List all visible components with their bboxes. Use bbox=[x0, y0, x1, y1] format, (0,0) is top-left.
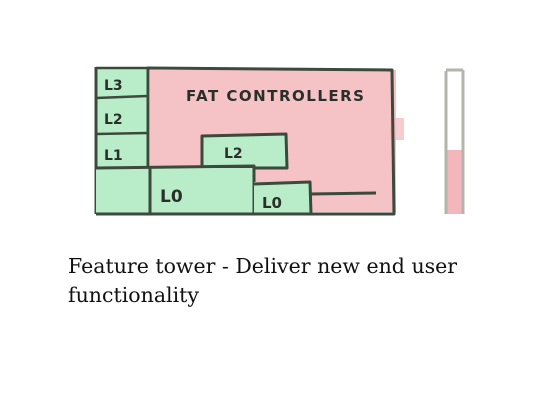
l0-main-label: L0 bbox=[160, 187, 183, 207]
feature-tower-diagram: FAT CONTROLLERS L3 L2 L1 L2 L0 L0 bbox=[94, 66, 465, 216]
l2-mid-label: L2 bbox=[224, 146, 243, 162]
fat-controllers-label: FAT CONTROLLERS bbox=[186, 87, 366, 105]
l3-label: L3 bbox=[104, 78, 123, 94]
level-gauge bbox=[444, 68, 465, 214]
l0-small-block bbox=[253, 180, 313, 216]
l2-mid-block bbox=[200, 132, 289, 170]
l0-small-label: L0 bbox=[262, 194, 282, 212]
diagram-caption: Feature tower - Deliver new end user fun… bbox=[68, 254, 458, 307]
baseline-stroke bbox=[310, 191, 377, 196]
l1-label: L1 bbox=[104, 148, 123, 164]
l2-left-label: L2 bbox=[104, 112, 123, 128]
